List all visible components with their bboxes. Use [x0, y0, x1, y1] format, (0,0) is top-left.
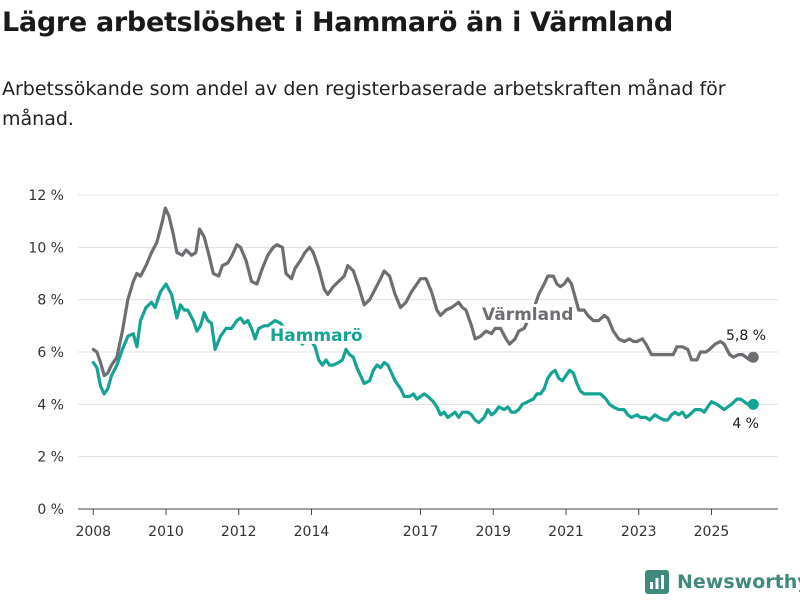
y-tick-label: 4 %	[37, 397, 64, 413]
end-value-label-varmland: 5,8 %	[726, 328, 766, 344]
x-tick-label: 2017	[403, 524, 439, 540]
y-tick-label: 10 %	[28, 240, 64, 256]
series-line-hammaro	[91, 282, 755, 425]
y-tick-label: 2 %	[37, 450, 64, 466]
end-point-hammaro	[747, 398, 759, 410]
x-tick-label: 2025	[694, 524, 730, 540]
label-layer: Värmland Hammarö 5,8 % 4 %	[267, 302, 769, 435]
x-tick-label: 2012	[221, 524, 257, 540]
axis-layer: 0 % 2 % 4 % 6 % 8 % 10 % 12 % 2008 2010 2012 2014 2…	[28, 188, 778, 540]
x-tick-label: 2008	[75, 524, 111, 540]
series-layer	[91, 206, 759, 425]
series-label-varmland: Värmland	[482, 305, 573, 325]
series-line-varmland	[91, 206, 755, 378]
y-tick-label: 12 %	[28, 188, 64, 204]
x-tick-label: 2019	[475, 524, 511, 540]
y-tick-label: 0 %	[37, 502, 64, 518]
x-tick-label: 2010	[148, 524, 184, 540]
chart-title: Lägre arbetslöshet i Hammarö än i Värmla…	[2, 7, 673, 38]
x-tick-label: 2023	[621, 524, 657, 540]
newsworthy-logo-icon	[645, 570, 669, 594]
end-value-label-hammaro: 4 %	[732, 416, 759, 432]
chart-subtitle: Arbetssökande som andel av den registerb…	[2, 78, 726, 130]
end-point-varmland	[747, 351, 759, 363]
x-tick-label: 2014	[294, 524, 330, 540]
brand-logo[interactable]: Newsworthy	[645, 570, 800, 594]
y-tick-label: 6 %	[37, 345, 64, 361]
grid-layer	[78, 194, 778, 458]
series-label-hammaro: Hammarö	[270, 326, 363, 346]
x-tick-label: 2021	[548, 524, 584, 540]
y-tick-label: 8 %	[37, 293, 64, 309]
brand-name: Newsworthy	[677, 571, 800, 593]
